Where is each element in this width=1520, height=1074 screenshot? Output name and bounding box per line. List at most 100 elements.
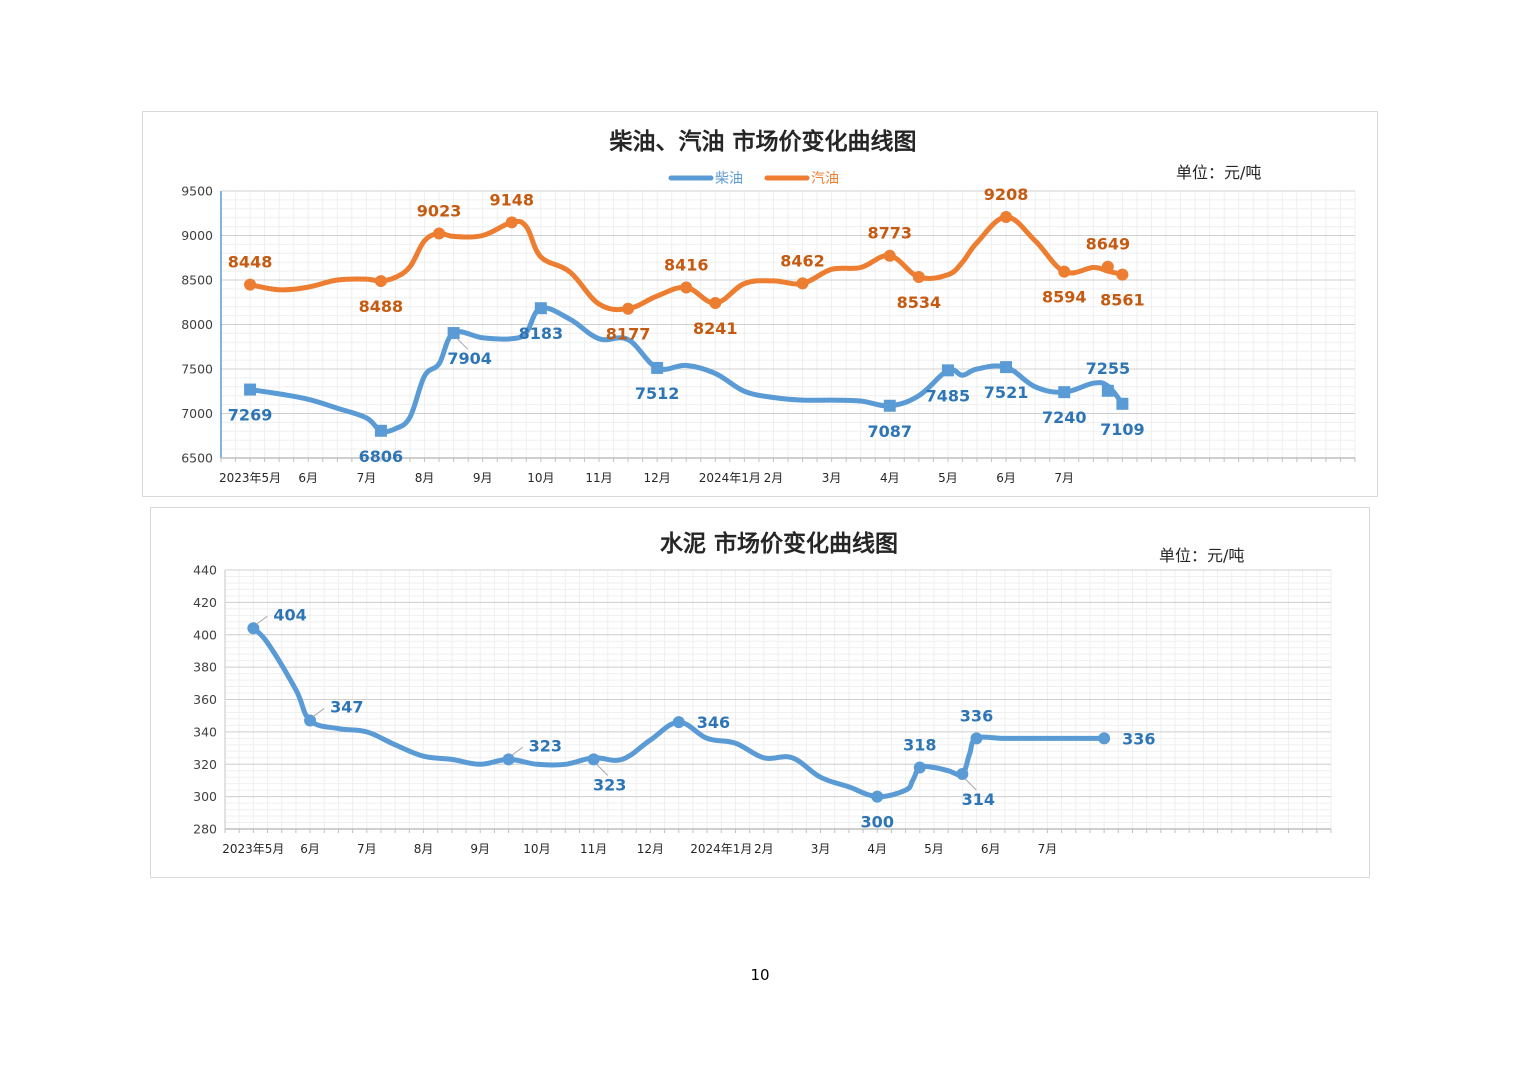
x-tick-label: 8月 [415,471,435,485]
data-point [534,302,547,315]
y-tick-label: 8000 [181,317,213,332]
series-line-secondary [247,214,1125,313]
data-label: 336 [1122,729,1155,748]
x-tick-label: 6月 [996,471,1016,485]
data-label: 7255 [1086,359,1131,378]
x-tick-label: 2023年5月 [222,842,284,856]
y-tick-label: 6500 [181,451,213,466]
data-label: 8448 [228,253,273,272]
data-point [1000,210,1013,223]
x-tick-label: 9月 [470,842,490,856]
data-point [1058,386,1071,399]
y-tick-label: 420 [193,595,217,610]
x-tick-label: 10月 [523,842,550,856]
data-label: 9208 [984,185,1029,204]
data-point [247,622,260,635]
data-label: 7240 [1042,408,1087,427]
grid [220,190,1356,459]
x-tick-label: 7月 [1054,471,1074,485]
x-tick-label: 2024年1月 [699,471,761,485]
y-tick-label: 7500 [181,362,213,377]
data-point [244,278,257,291]
y-tick-label: 9500 [181,184,213,199]
x-tick-label: 6月 [298,471,318,485]
data-point [587,753,600,766]
data-point [970,732,983,745]
y-tick-label: 360 [193,692,217,707]
data-point [680,281,693,294]
data-point [304,714,317,727]
label-leader-line [256,615,268,625]
data-label: 9148 [490,190,535,209]
data-point [913,761,926,774]
data-label: 8773 [868,224,913,243]
data-label: 346 [697,713,730,732]
x-tick-label: 12月 [637,842,664,856]
data-point [622,302,635,315]
data-label: 8177 [606,325,651,344]
data-label: 323 [593,775,626,794]
chart-title: 柴油、汽油 市场价变化曲线图 [608,128,916,155]
data-point [502,753,515,766]
data-label: 8534 [897,293,942,312]
x-tick-label: 3月 [822,471,842,485]
data-point [374,275,387,288]
cement-price-chart-svg: 水泥 市场价变化曲线图 单位：元/吨 280 300 320 340 360 380 400 42… [193,530,1332,856]
y-tick-label: 7000 [181,406,213,421]
data-point [1101,260,1114,273]
data-point [912,270,925,283]
x-tick-label: 2024年1月 [690,842,752,856]
data-label: 8594 [1042,288,1087,307]
data-label: 7904 [447,349,492,368]
data-label: 7521 [984,383,1029,402]
y-tick-label: 8500 [181,273,213,288]
x-tick-label: 7月 [1038,842,1058,856]
data-label: 8241 [693,319,738,338]
x-tick-label: 10月 [527,471,554,485]
chart-title: 水泥 市场价变化曲线图 [660,530,898,557]
data-label: 7087 [868,422,913,441]
legend-label: 汽油 [811,171,839,187]
data-label: 8488 [359,297,404,316]
x-tick-label: 9月 [473,471,493,485]
data-point [871,790,884,803]
data-point [941,364,954,377]
data-label: 7269 [228,406,273,425]
legend-label: 柴油 [715,171,743,187]
y-tick-label: 280 [193,822,217,837]
y-tick-label: 400 [193,627,217,642]
data-point [1000,361,1013,374]
data-point [505,216,518,229]
data-point [447,327,460,340]
data-label: 6806 [359,447,404,466]
data-point [709,297,722,310]
x-tick-label: 6月 [981,842,1001,856]
data-label: 318 [903,735,936,754]
data-label: 8561 [1100,291,1145,310]
x-tick-label: 4月 [880,471,900,485]
data-point [651,361,664,374]
y-tick-label: 440 [193,563,217,578]
x-tick-label: 7月 [357,471,377,485]
y-tick-label: 340 [193,724,217,739]
x-tick-label: 2023年5月 [219,471,281,485]
grid [224,569,1332,830]
fuel-price-chart: 柴油、汽油 市场价变化曲线图 单位：元/吨 6500 7000 7500 8000 8500… [142,111,1378,497]
unit-label: 单位：元/吨 [1159,546,1244,565]
data-label: 7485 [926,386,971,405]
data-label: 404 [273,605,306,624]
data-point [883,399,896,412]
label-leader-line [312,708,325,717]
data-point [1101,384,1114,397]
data-point [796,277,809,290]
data-label: 336 [960,706,993,725]
data-point [672,716,685,729]
x-tick-label: 2月 [754,842,774,856]
x-tick-label: 4月 [867,842,887,856]
data-point [1116,268,1129,281]
x-tick-label: 12月 [644,471,671,485]
data-label: 9023 [417,201,462,220]
y-tick-label: 300 [193,789,217,804]
data-label: 347 [330,698,363,717]
